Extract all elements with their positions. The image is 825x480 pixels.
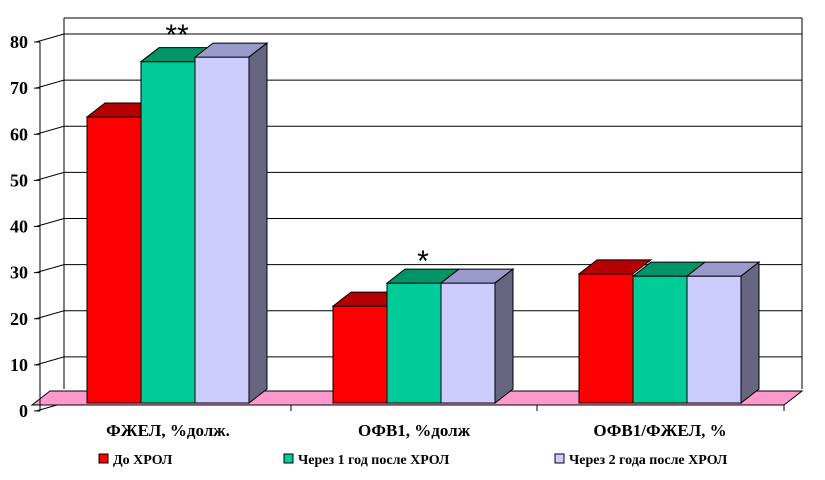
bar	[386, 282, 442, 404]
bar	[86, 116, 142, 404]
significance-marker: **	[165, 19, 189, 52]
bar-side	[740, 261, 760, 405]
bar-side	[248, 42, 268, 405]
gridline-wall	[35, 171, 65, 181]
legend-swatch	[554, 453, 565, 464]
bar	[686, 275, 742, 404]
bar	[140, 61, 196, 404]
y-tick-label: 70	[10, 78, 28, 98]
bar	[440, 282, 496, 404]
bar	[632, 275, 688, 404]
bar-side	[494, 268, 514, 405]
gridline-wall	[35, 218, 65, 227]
y-tick-label: 30	[10, 263, 28, 283]
annotations: ***	[165, 19, 429, 278]
bar-top	[577, 259, 653, 275]
y-tick-label: 40	[10, 217, 28, 237]
axes: 0 10 20 30 40 50 60 70 80	[10, 32, 785, 421]
legend-swatch	[98, 453, 109, 464]
y-tick-label: 50	[10, 170, 28, 190]
bar	[194, 56, 250, 404]
category-label: ФЖЕЛ, %долж.	[106, 421, 230, 440]
bars	[85, 42, 761, 405]
y-tick-label: 10	[10, 355, 28, 375]
legend-label: Через 2 года после ХРОЛ	[569, 453, 728, 468]
bar	[332, 305, 388, 404]
y-tick-label: 60	[10, 124, 28, 144]
category-labels: ФЖЕЛ, %долж. ОФВ1, %долж ОФВ1/ФЖЕЛ, %	[106, 421, 726, 440]
y-tick-label: 20	[10, 309, 28, 329]
y-tick-label: 80	[10, 32, 28, 52]
y-tick-label: 0	[19, 401, 28, 421]
significance-marker: *	[417, 245, 429, 278]
legend-label: Через 1 год после ХРОЛ	[298, 453, 450, 468]
legend-swatch	[283, 453, 294, 464]
category-label: ОФВ1/ФЖЕЛ, %	[593, 421, 726, 440]
legend-label: До ХРОЛ	[113, 453, 173, 468]
legend: До ХРОЛ Через 1 год после ХРОЛ Через 2 год…	[98, 453, 728, 468]
bar	[578, 273, 634, 404]
gridline-wall	[35, 356, 65, 366]
gridline-wall	[35, 79, 65, 89]
gridline-wall	[35, 125, 65, 135]
gridline-wall	[35, 310, 65, 320]
category-label: ОФВ1, %долж	[358, 421, 471, 440]
gridline-wall	[35, 33, 65, 43]
gridline-wall	[35, 264, 65, 274]
